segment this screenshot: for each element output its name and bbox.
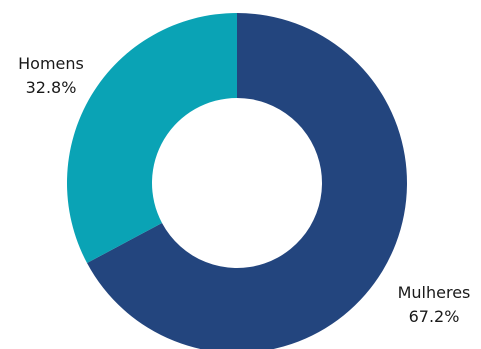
slice-value-mulheres: 67.2%: [409, 307, 460, 326]
slice-label-mulheres: Mulheres: [398, 283, 471, 302]
slice-label-homens: Homens: [18, 54, 84, 73]
slice-value-homens: 32.8%: [26, 78, 77, 97]
slices-group: [67, 13, 407, 349]
slice-homens: [67, 13, 237, 263]
